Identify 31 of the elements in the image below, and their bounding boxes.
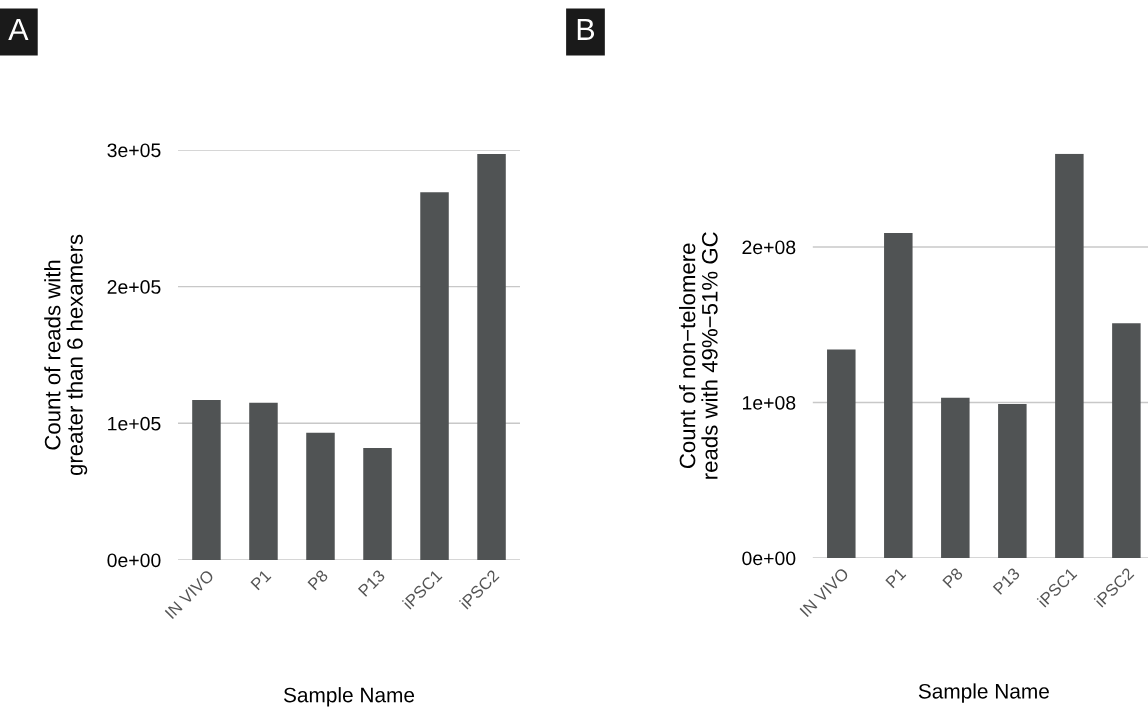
y-tick-label: 2e+08 <box>742 240 796 255</box>
x-tick-label: P13 <box>992 567 1021 595</box>
x-axis-title: Sample Name <box>283 687 415 707</box>
y-tick-label: 0e+00 <box>107 553 161 568</box>
bar <box>192 400 221 560</box>
y-tick-label: 2e+05 <box>107 280 161 294</box>
bar <box>477 154 506 560</box>
bar <box>306 432 335 560</box>
y-axis-title: Count of non−telomere reads with 49%−51% GC <box>679 232 718 479</box>
x-tick-label: P1 <box>885 567 907 589</box>
y-tick-label: 1e+08 <box>742 395 796 410</box>
bar <box>998 404 1027 558</box>
bar <box>941 397 970 558</box>
bar <box>363 447 392 560</box>
y-tick-label: 0e+00 <box>742 551 796 566</box>
x-tick-label: P8 <box>942 567 964 589</box>
bar <box>827 349 856 558</box>
bar <box>249 402 278 560</box>
bar <box>1055 153 1084 558</box>
x-tick-label: P1 <box>250 569 272 591</box>
chart-title: A <box>8 18 29 40</box>
x-tick-label: P13 <box>357 569 386 597</box>
bar <box>420 192 449 560</box>
y-tick-label: 1e+05 <box>108 416 161 431</box>
x-axis-title: Sample Name <box>918 683 1049 703</box>
x-tick-label: P8 <box>307 569 329 591</box>
bar <box>884 232 913 558</box>
y-tick-label: 3e+05 <box>107 143 161 158</box>
chart-title: B <box>577 18 595 40</box>
y-axis-title: Count of reads with greater than 6 hexamers <box>44 234 88 476</box>
bar <box>1112 323 1141 558</box>
